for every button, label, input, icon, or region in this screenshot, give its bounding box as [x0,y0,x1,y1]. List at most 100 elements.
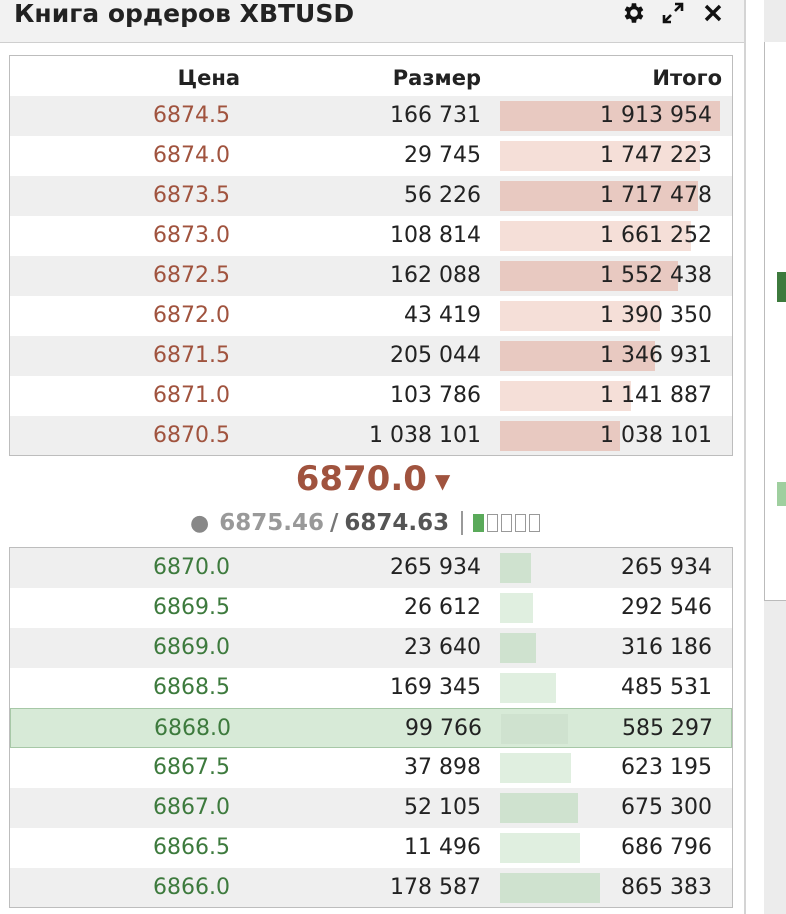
signal-bar [501,514,513,532]
bid-total: 292 546 [621,595,712,620]
depth-bar [500,553,531,583]
mark-price[interactable]: 6874.63 [344,510,450,536]
bid-size: 11 496 [404,835,481,860]
bid-size: 37 898 [404,755,481,780]
bid-row[interactable]: 6869.0 23 640 316 186 [10,628,732,668]
signal-bar [529,514,541,532]
depth-bar [500,301,660,331]
ask-total: 1 717 478 [600,183,712,208]
bid-price[interactable]: 6870.0 [153,555,230,580]
header-size[interactable]: Размер [392,66,481,90]
depth-bar [500,421,620,451]
ask-price[interactable]: 6870.5 [153,423,230,448]
ask-price[interactable]: 6872.5 [153,263,230,288]
table-header: Цена Размер Итого [10,56,732,96]
ask-row[interactable]: 6870.5 1 038 101 1 038 101 [10,416,732,455]
ask-size: 43 419 [404,303,481,328]
bid-size: 26 612 [404,595,481,620]
ask-price[interactable]: 6874.0 [153,143,230,168]
bid-price[interactable]: 6868.0 [154,716,231,741]
depth-bar [500,753,571,783]
connection-signal-indicator [473,514,541,532]
ask-price[interactable]: 6873.0 [153,223,230,248]
depth-bar [500,101,720,131]
bid-row[interactable]: 6869.5 26 612 292 546 [10,588,732,628]
bid-size: 99 766 [405,716,482,741]
ask-total: 1 747 223 [600,143,712,168]
ask-size: 166 731 [390,103,481,128]
ask-total: 1 346 931 [600,343,712,368]
depth-bar [500,221,691,251]
bid-price[interactable]: 6866.0 [153,875,230,900]
ask-row[interactable]: 6873.0 108 814 1 661 252 [10,216,732,256]
ask-size: 103 786 [390,383,481,408]
ask-size: 56 226 [404,183,481,208]
bids-table: 6870.0 265 934 265 934 6869.5 26 612 292 546 6… [9,547,733,908]
last-price: 6870.0 ▼ [0,459,746,499]
depth-bar [500,141,700,171]
down-arrow-icon: ▼ [434,468,451,493]
panel-title: Книга ордеров XBTUSD [14,0,355,28]
divider [461,511,464,535]
bid-size: 52 105 [404,795,481,820]
bid-price[interactable]: 6866.5 [153,835,230,860]
ask-row[interactable]: 6872.0 43 419 1 390 350 [10,296,732,336]
bid-row[interactable]: 6866.5 11 496 686 796 [10,828,732,868]
depth-bar [501,714,568,744]
depth-bar [500,381,631,411]
ask-row[interactable]: 6871.5 205 044 1 346 931 [10,336,732,376]
bid-price[interactable]: 6868.5 [153,675,230,700]
ask-row[interactable]: 6874.0 29 745 1 747 223 [10,136,732,176]
bid-price[interactable]: 6869.5 [153,595,230,620]
signal-bar [473,514,485,532]
gear-icon[interactable] [618,0,648,28]
ask-size: 108 814 [390,223,481,248]
bid-row[interactable]: 6867.5 37 898 623 195 [10,748,732,788]
ask-price[interactable]: 6871.0 [153,383,230,408]
bid-row[interactable]: 6868.0 99 766 585 297 [10,708,732,748]
bid-total: 686 796 [621,835,712,860]
bid-row[interactable]: 6870.0 265 934 265 934 [10,548,732,588]
bid-total: 316 186 [621,635,712,660]
header-total[interactable]: Итого [652,66,722,90]
close-icon[interactable] [698,0,728,28]
ask-price[interactable]: 6871.5 [153,343,230,368]
header-price[interactable]: Цена [177,66,240,90]
ask-row[interactable]: 6872.5 162 088 1 552 438 [10,256,732,296]
bid-price[interactable]: 6869.0 [153,635,230,660]
panel-titlebar: Книга ордеров XBTUSD [0,0,744,43]
bid-row[interactable]: 6866.0 178 587 865 383 [10,868,732,907]
bid-total: 265 934 [621,555,712,580]
bid-price[interactable]: 6867.5 [153,755,230,780]
bid-total: 485 531 [621,675,712,700]
expand-icon[interactable] [658,0,688,28]
ask-size: 162 088 [390,263,481,288]
bid-row[interactable]: 6868.5 169 345 485 531 [10,668,732,708]
bid-total: 675 300 [621,795,712,820]
bid-total: 585 297 [622,716,713,741]
ask-size: 1 038 101 [369,423,481,448]
ask-row[interactable]: 6873.5 56 226 1 717 478 [10,176,732,216]
depth-bar [500,593,533,623]
depth-bar [500,261,678,291]
bid-size: 265 934 [390,555,481,580]
bid-price[interactable]: 6867.0 [153,795,230,820]
ask-size: 205 044 [390,343,481,368]
ask-price[interactable]: 6874.5 [153,103,230,128]
ask-price[interactable]: 6873.5 [153,183,230,208]
ask-size: 29 745 [404,143,481,168]
depth-bar [500,633,536,663]
depth-bar [500,181,698,211]
ask-total: 1 661 252 [600,223,712,248]
depth-bar [500,873,600,903]
chart-fragment [777,482,786,506]
ask-total: 1 141 887 [600,383,712,408]
ask-row[interactable]: 6874.5 166 731 1 913 954 [10,96,732,136]
index-price[interactable]: 6875.46 [219,510,324,536]
globe-icon: ● [190,510,210,536]
ask-price[interactable]: 6872.0 [153,303,230,328]
ask-row[interactable]: 6871.0 103 786 1 141 887 [10,376,732,416]
signal-bar [515,514,527,532]
bid-row[interactable]: 6867.0 52 105 675 300 [10,788,732,828]
signal-bar [487,514,499,532]
